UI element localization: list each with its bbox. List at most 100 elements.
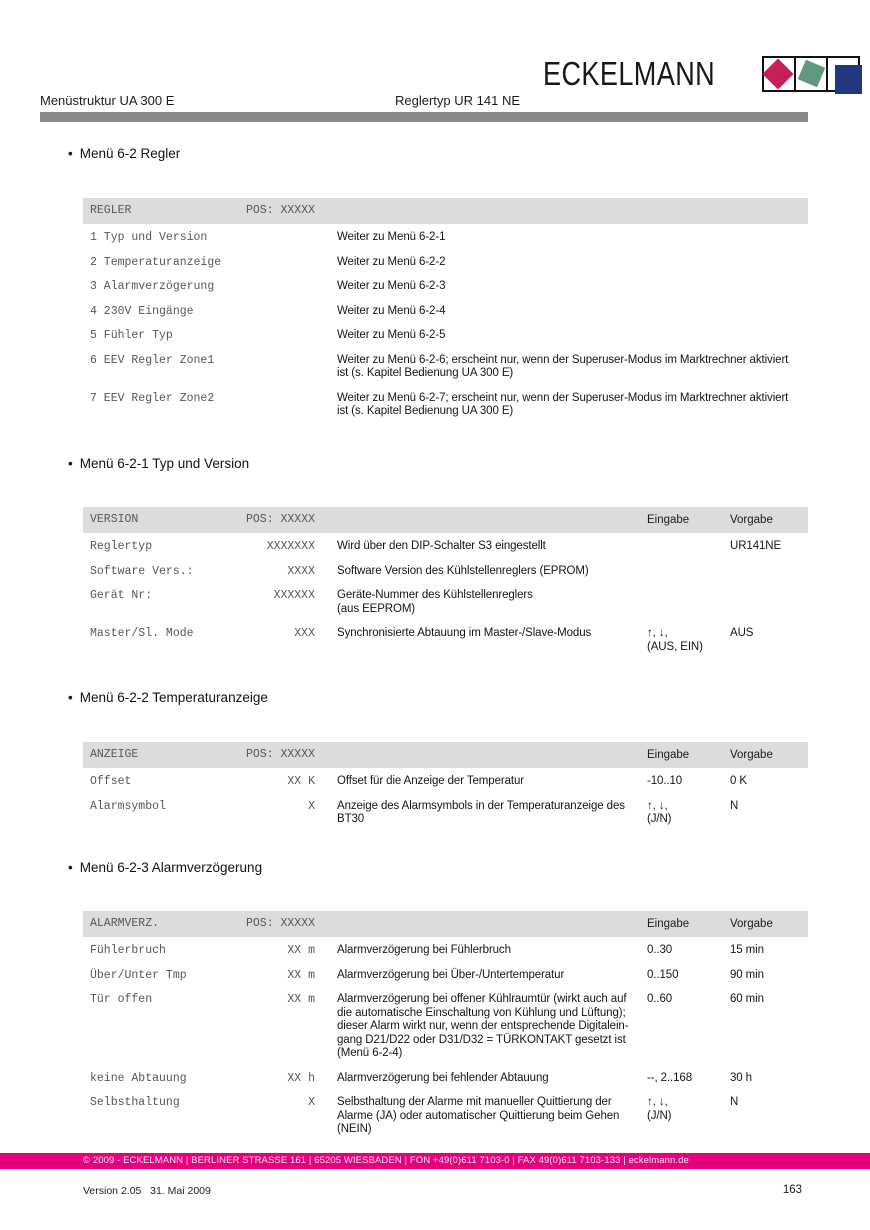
header-rule <box>40 112 808 122</box>
param-format <box>253 392 337 419</box>
table-row: Master/Sl. Mode XXX Synchronisierte Abta… <box>90 627 808 654</box>
blue-square-icon <box>834 65 862 94</box>
table-row: 6 EEV Regler Zone1 Weiter zu Menü 6-2-6;… <box>90 354 808 381</box>
table-header: REGLER POS: XXXXX <box>83 198 808 224</box>
section-heading: Menü 6-2-1 Typ und Version <box>68 456 249 471</box>
param-name: Offset <box>90 775 132 788</box>
table-row: Offset XX K Offset für die Anzeige der T… <box>90 775 808 789</box>
param-format <box>253 256 337 270</box>
param-description: Weiter zu Menü 6-2-1 <box>337 231 446 243</box>
param-name: 3 Alarmverzögerung <box>90 280 215 293</box>
footer-address-text: © 2009 - ECKELMANN | BERLINER STRASSE 16… <box>83 1155 689 1166</box>
table-header: VERSION POS: XXXXX Eingabe Vorgabe <box>83 507 808 533</box>
logo-cell-red <box>761 56 796 92</box>
param-format <box>253 231 337 245</box>
footer-address-bar: © 2009 - ECKELMANN | BERLINER STRASSE 16… <box>0 1153 870 1169</box>
table-title: ALARMVERZ. <box>90 917 160 930</box>
table-row: 1 Typ und Version Weiter zu Menü 6-2-1 <box>90 231 808 245</box>
column-eingabe-label: Eingabe <box>647 514 690 526</box>
table-header: ANZEIGE POS: XXXXX Eingabe Vorgabe <box>83 742 808 768</box>
table-row: Alarmsymbol X Anzeige des Alarmsymbols i… <box>90 800 808 827</box>
param-eingabe <box>647 540 730 554</box>
param-name: keine Abtauung <box>90 1071 187 1085</box>
param-vorgabe: AUS <box>730 627 754 639</box>
param-name: 7 EEV Regler Zone2 <box>90 391 215 405</box>
table-row: Selbsthaltung X Selbsthaltung der Alarme… <box>90 1096 808 1137</box>
param-name: 1 Typ und Version <box>90 231 208 244</box>
param-name: Master/Sl. Mode <box>90 627 194 640</box>
param-description: Weiter zu Menü 6-2-2 <box>337 255 446 268</box>
param-eingabe: -10..10 <box>647 775 683 787</box>
param-description: Software Version des Kühlstellenreglers … <box>337 564 589 577</box>
column-eingabe-label: Eingabe <box>647 918 690 930</box>
table-title: REGLER <box>90 204 132 217</box>
param-name: Über/Unter Tmp <box>90 968 187 982</box>
eckelmann-logo: ECKELMANN <box>543 55 862 94</box>
param-name: 4 230V Eingänge <box>90 304 194 318</box>
param-name: Software Vers.: <box>90 564 194 578</box>
table-row: 5 Fühler Typ Weiter zu Menü 6-2-5 <box>90 329 808 343</box>
table-row: Tür offen XX m Alarmverzögerung bei offe… <box>90 993 808 1061</box>
table-row: 2 Temperaturanzeige Weiter zu Menü 6-2-2 <box>90 256 808 270</box>
param-vorgabe: N <box>730 799 739 812</box>
param-vorgabe <box>807 305 808 319</box>
param-eingabe: ↑, ↓, (J/N) <box>647 799 672 826</box>
table-pos-label: POS: XXXXX <box>246 917 316 930</box>
param-format <box>253 280 337 294</box>
table-row: Fühlerbruch XX m Alarmverzögerung bei Fü… <box>90 944 808 958</box>
param-description: Weiter zu Menü 6-2-4 <box>337 304 446 317</box>
param-vorgabe <box>807 392 808 419</box>
green-diamond-icon <box>797 59 826 88</box>
eckelmann-wordmark: ECKELMANN <box>543 55 716 92</box>
red-diamond-icon <box>762 58 794 90</box>
param-format: XX m <box>287 944 315 957</box>
param-vorgabe: UR141NE <box>730 540 782 552</box>
param-eingabe: 0..30 <box>647 944 673 956</box>
column-vorgabe-label: Vorgabe <box>730 514 773 526</box>
column-vorgabe-label: Vorgabe <box>730 749 773 761</box>
table-version: VERSION POS: XXXXX Eingabe Vorgabe Regle… <box>83 507 808 665</box>
table-pos-label: POS: XXXXX <box>246 204 316 217</box>
table-pos-label: POS: XXXXX <box>246 513 316 526</box>
param-description: Geräte-Nummer des Kühlstellenreglers (au… <box>337 589 533 615</box>
param-vorgabe: 90 min <box>730 968 764 981</box>
table-row: 3 Alarmverzögerung Weiter zu Menü 6-2-3 <box>90 280 808 294</box>
param-eingabe: ↑, ↓, (AUS, EIN) <box>647 627 703 653</box>
param-eingabe: --, 2..168 <box>647 1071 693 1084</box>
param-format: XX K <box>287 775 315 788</box>
param-format: XX m <box>287 968 315 982</box>
param-format <box>253 305 337 319</box>
param-description: Anzeige des Alarmsymbols in der Temperat… <box>337 799 625 826</box>
logo-cell-green <box>793 56 828 92</box>
param-eingabe <box>647 565 730 579</box>
param-description: Weiter zu Menü 6-2-5 <box>337 329 446 341</box>
logo-cell-blue <box>825 56 862 94</box>
param-eingabe: 0..150 <box>647 968 679 981</box>
param-vorgabe <box>730 589 808 616</box>
param-eingabe: ↑, ↓, (J/N) <box>647 1096 672 1122</box>
param-vorgabe <box>807 256 808 270</box>
column-eingabe-label: Eingabe <box>647 749 690 761</box>
param-vorgabe <box>807 329 808 343</box>
param-vorgabe: 30 h <box>730 1071 752 1084</box>
eckelmann-logo-icon <box>761 56 862 94</box>
param-format: XX h <box>287 1071 315 1085</box>
param-vorgabe: 60 min <box>730 993 764 1005</box>
footer-version-date: Version 2.05 31. Mai 2009 <box>83 1185 211 1197</box>
table-rows: 1 Typ und Version Weiter zu Menü 6-2-1 2… <box>83 224 808 419</box>
param-description: Selbsthaltung der Alarme mit manueller Q… <box>337 1096 620 1135</box>
param-format: XXXX <box>287 564 315 578</box>
param-format <box>253 329 337 343</box>
section-heading: Menü 6-2-3 Alarmverzögerung <box>68 860 262 875</box>
column-vorgabe-label: Vorgabe <box>730 918 773 930</box>
table-row: Über/Unter Tmp XX m Alarmverzögerung bei… <box>90 969 808 983</box>
param-description: Alarmverzögerung bei offener Kühlraumtür… <box>337 993 629 1059</box>
param-eingabe <box>647 589 730 616</box>
table-regler: REGLER POS: XXXXX 1 Typ und Version Weit… <box>83 198 808 430</box>
param-vorgabe: 0 K <box>730 775 747 787</box>
param-name: Reglertyp <box>90 540 153 553</box>
table-rows: Reglertyp XXXXXXX Wird über den DIP-Scha… <box>83 533 808 654</box>
param-vorgabe: 15 min <box>730 944 764 956</box>
param-name: Alarmsymbol <box>90 799 166 813</box>
